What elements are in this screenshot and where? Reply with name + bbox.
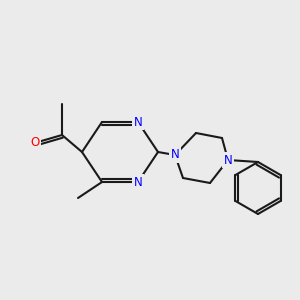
- Text: N: N: [134, 176, 142, 188]
- Text: N: N: [171, 148, 179, 161]
- Text: N: N: [224, 154, 232, 166]
- Text: O: O: [30, 136, 40, 148]
- Text: N: N: [134, 116, 142, 128]
